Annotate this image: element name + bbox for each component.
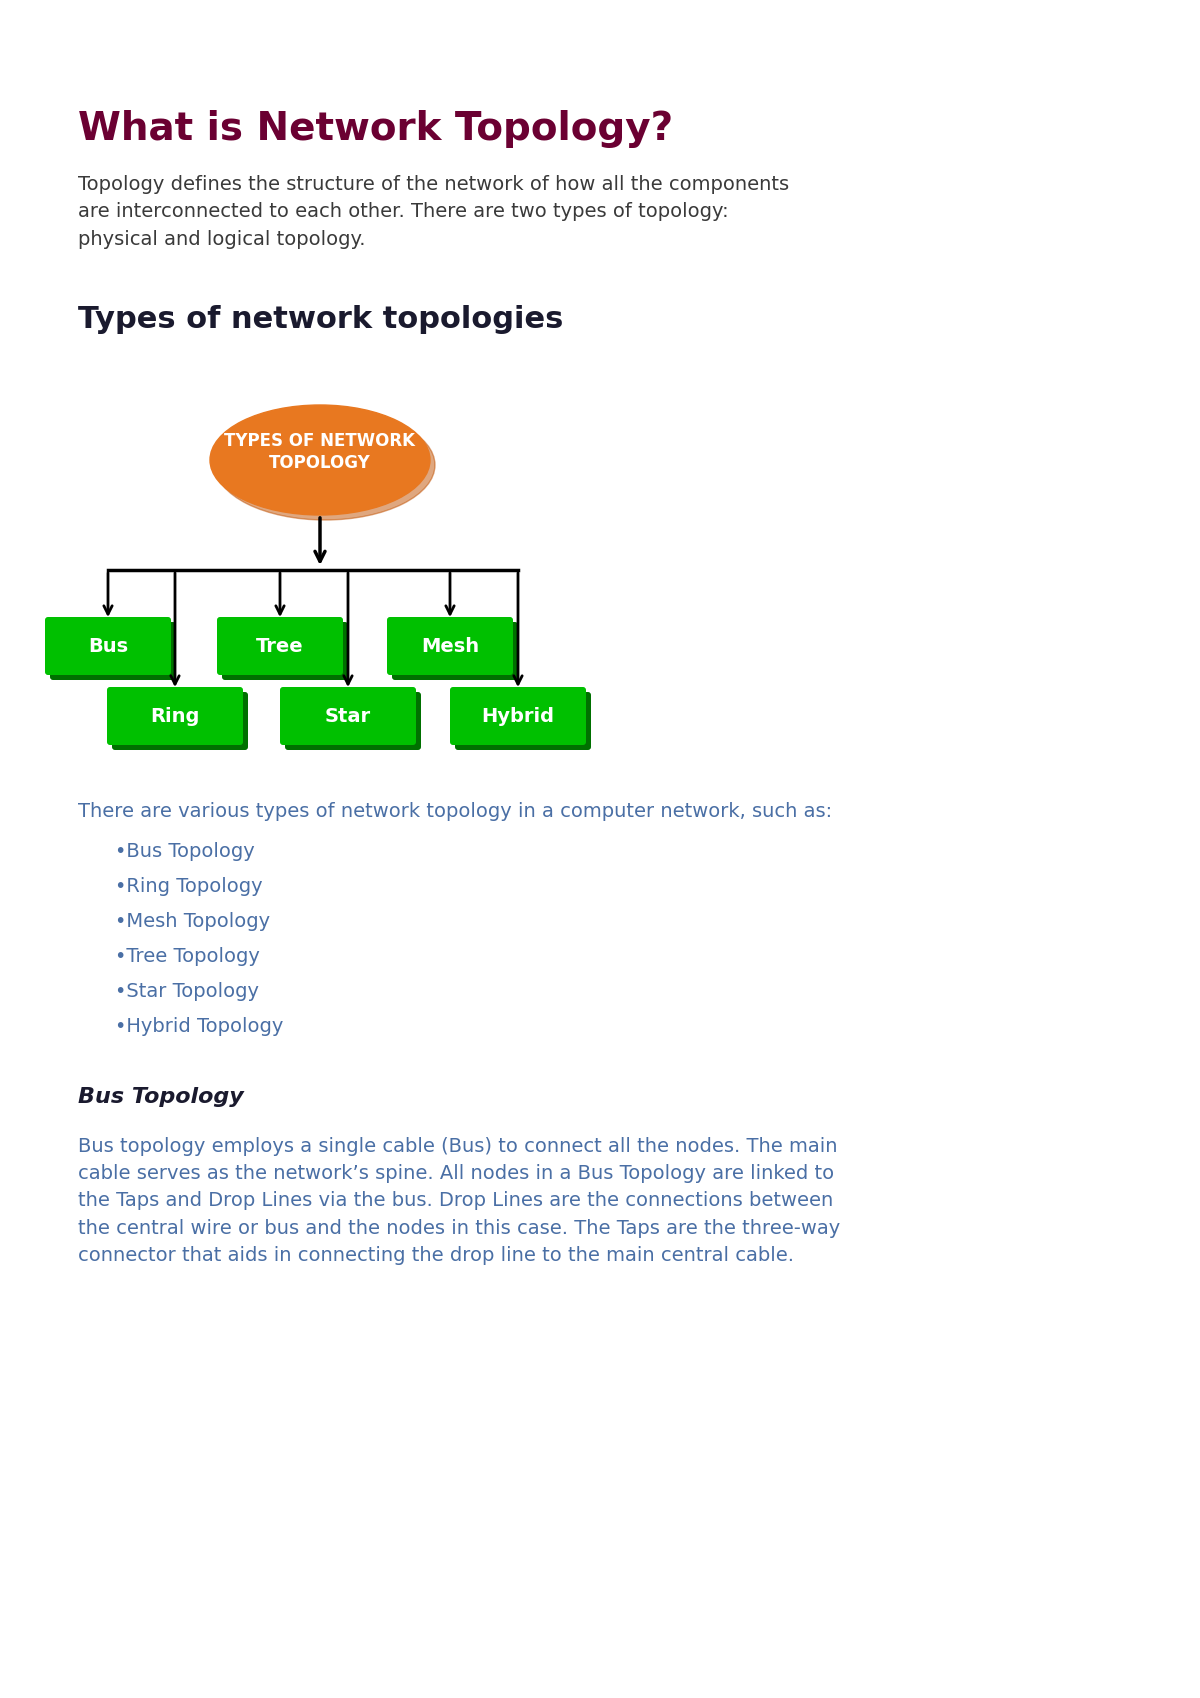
FancyBboxPatch shape [217,616,343,676]
Text: •Ring Topology: •Ring Topology [115,876,263,897]
Text: Tree: Tree [256,637,304,655]
FancyBboxPatch shape [222,621,348,679]
FancyBboxPatch shape [386,616,514,676]
Text: Topology defines the structure of the network of how all the components
are inte: Topology defines the structure of the ne… [78,175,790,248]
Text: •Bus Topology: •Bus Topology [115,842,254,861]
FancyBboxPatch shape [286,693,421,751]
Text: •Mesh Topology: •Mesh Topology [115,912,270,931]
Text: Hybrid: Hybrid [481,706,554,725]
FancyBboxPatch shape [112,693,248,751]
Text: Types of network topologies: Types of network topologies [78,306,563,335]
Text: Mesh: Mesh [421,637,479,655]
Text: There are various types of network topology in a computer network, such as:: There are various types of network topol… [78,801,832,822]
Text: TYPES OF NETWORK
TOPOLOGY: TYPES OF NETWORK TOPOLOGY [224,431,415,472]
FancyBboxPatch shape [455,693,592,751]
FancyBboxPatch shape [392,621,518,679]
FancyBboxPatch shape [50,621,176,679]
Text: •Hybrid Topology: •Hybrid Topology [115,1017,283,1036]
FancyBboxPatch shape [107,688,242,745]
Ellipse shape [215,409,436,520]
FancyBboxPatch shape [280,688,416,745]
Text: Ring: Ring [150,706,199,725]
Text: Star: Star [325,706,371,725]
Text: Bus topology employs a single cable (Bus) to connect all the nodes. The main
cab: Bus topology employs a single cable (Bus… [78,1138,840,1265]
Text: Bus: Bus [88,637,128,655]
FancyBboxPatch shape [450,688,586,745]
Text: •Star Topology: •Star Topology [115,981,259,1002]
Ellipse shape [210,406,430,514]
Text: What is Network Topology?: What is Network Topology? [78,110,673,148]
Text: Bus Topology: Bus Topology [78,1087,244,1107]
FancyBboxPatch shape [46,616,172,676]
Text: •Tree Topology: •Tree Topology [115,947,260,966]
